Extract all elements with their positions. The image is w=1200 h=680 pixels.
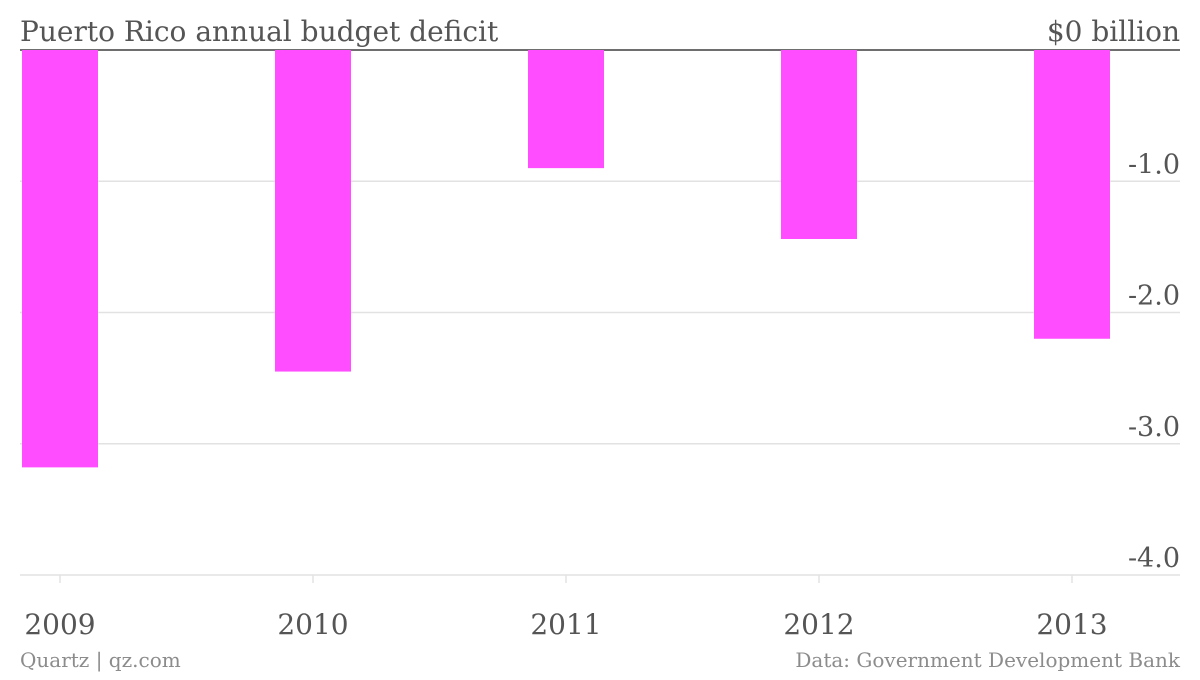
y-tick-label: -1.0: [1128, 149, 1180, 180]
x-tick-label: 2012: [783, 608, 854, 641]
y-tick-label: -4.0: [1128, 543, 1180, 574]
x-axis-labels: 2009 2010 2011 2012 2013: [24, 575, 1108, 641]
chart-title: Puerto Rico annual budget deficit: [20, 15, 499, 48]
bar-layer: [22, 50, 1110, 468]
y-tick-label: $0 billion: [1047, 15, 1180, 48]
bar-2013: [1034, 50, 1110, 339]
x-tick-label: 2009: [24, 608, 95, 641]
bar-2012: [781, 50, 857, 239]
y-tick-label: -2.0: [1128, 281, 1180, 312]
x-tick-label: 2013: [1036, 608, 1107, 641]
x-tick-label: 2010: [277, 608, 348, 641]
bar-2009: [22, 50, 98, 468]
bar-2011: [528, 50, 604, 169]
y-tick-label: -3.0: [1128, 412, 1180, 443]
bar-2010: [275, 50, 351, 372]
footer-credit: Quartz | qz.com: [20, 648, 181, 673]
footer-source: Data: Government Development Bank: [795, 648, 1181, 672]
tick-layer: $0 billion -1.0 -2.0 -3.0 -4.0: [1047, 15, 1180, 574]
x-tick-label: 2011: [530, 608, 601, 641]
